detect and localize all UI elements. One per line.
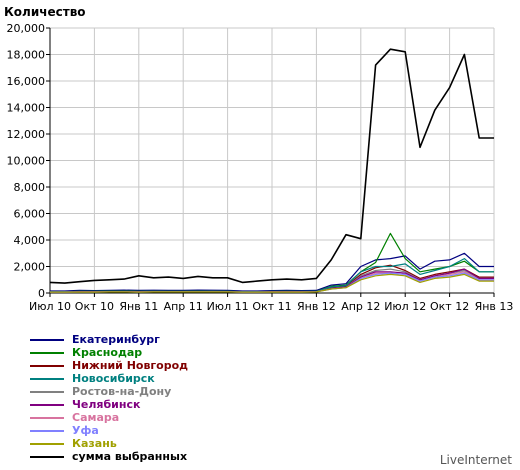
y-tick-label: 0 bbox=[38, 287, 45, 300]
legend-label: сумма выбранных bbox=[72, 450, 188, 463]
legend-item: Ростов-на-Дону bbox=[30, 385, 188, 398]
series-line bbox=[49, 48, 494, 284]
y-tick-label: 8,000 bbox=[14, 181, 46, 194]
x-tick-label: Окт 11 bbox=[252, 300, 291, 313]
legend-item: Казань bbox=[30, 437, 188, 450]
legend-label: Уфа bbox=[72, 424, 99, 437]
x-tick-label: Апр 12 bbox=[341, 300, 380, 313]
chart-legend: Екатеринбург Краснодар Нижний Новгород Ново… bbox=[30, 333, 188, 463]
brand-label: LiveInternet bbox=[439, 453, 512, 467]
y-tick-label: 6,000 bbox=[14, 208, 46, 221]
legend-swatch bbox=[30, 429, 64, 432]
legend-swatch bbox=[30, 338, 64, 341]
y-tick-label: 18,000 bbox=[7, 49, 46, 62]
legend-label: Краснодар bbox=[72, 346, 143, 359]
legend-item: Уфа bbox=[30, 424, 188, 437]
legend-item: Нижний Новгород bbox=[30, 359, 188, 372]
x-tick-label: Окт 12 bbox=[430, 300, 469, 313]
x-tick-label: Янв 12 bbox=[297, 300, 336, 313]
legend-swatch bbox=[30, 377, 64, 380]
y-tick-label: 4,000 bbox=[14, 234, 46, 247]
x-tick-label: Июл 12 bbox=[384, 300, 426, 313]
legend-item: Екатеринбург bbox=[30, 333, 188, 346]
y-tick-label: 2,000 bbox=[14, 261, 46, 274]
legend-item: Краснодар bbox=[30, 346, 188, 359]
legend-label: Екатеринбург bbox=[72, 333, 160, 346]
y-tick-label: 14,000 bbox=[7, 102, 46, 115]
legend-label: Казань bbox=[72, 437, 117, 450]
legend-swatch bbox=[30, 390, 64, 393]
y-tick-label: 16,000 bbox=[7, 75, 46, 88]
x-tick-label: Окт 10 bbox=[75, 300, 114, 313]
line-chart: Количество 0 2,000 4,000 6,000 8,000 10,000 12,… bbox=[4, 5, 514, 313]
legend-item: сумма выбранных bbox=[30, 450, 188, 463]
legend-swatch bbox=[30, 403, 64, 406]
legend-item: Новосибирск bbox=[30, 372, 188, 385]
legend-label: Нижний Новгород bbox=[72, 359, 189, 372]
legend-label: Самара bbox=[72, 411, 120, 424]
legend-swatch bbox=[30, 416, 64, 419]
legend-swatch bbox=[30, 351, 64, 354]
legend-swatch bbox=[30, 364, 64, 367]
y-tick-label: 10,000 bbox=[7, 155, 46, 168]
x-tick-label: Янв 11 bbox=[119, 300, 158, 313]
x-tick-label: Июл 11 bbox=[207, 300, 249, 313]
x-tick-label: Янв 13 bbox=[475, 300, 514, 313]
y-axis-title: Количество bbox=[4, 5, 86, 19]
legend-label: Новосибирск bbox=[72, 372, 155, 385]
y-tick-label: 20,000 bbox=[7, 22, 46, 35]
series-line bbox=[50, 252, 494, 292]
legend-swatch bbox=[30, 455, 64, 458]
legend-item: Самара bbox=[30, 411, 188, 424]
x-tick-label: Апр 11 bbox=[164, 300, 203, 313]
x-tick-label: Июл 10 bbox=[29, 300, 71, 313]
legend-label: Челябинск bbox=[72, 398, 141, 411]
legend-item: Челябинск bbox=[30, 398, 188, 411]
series-line bbox=[50, 273, 494, 293]
legend-label: Ростов-на-Дону bbox=[72, 385, 172, 398]
legend-swatch bbox=[30, 442, 64, 445]
y-tick-label: 12,000 bbox=[7, 128, 46, 141]
